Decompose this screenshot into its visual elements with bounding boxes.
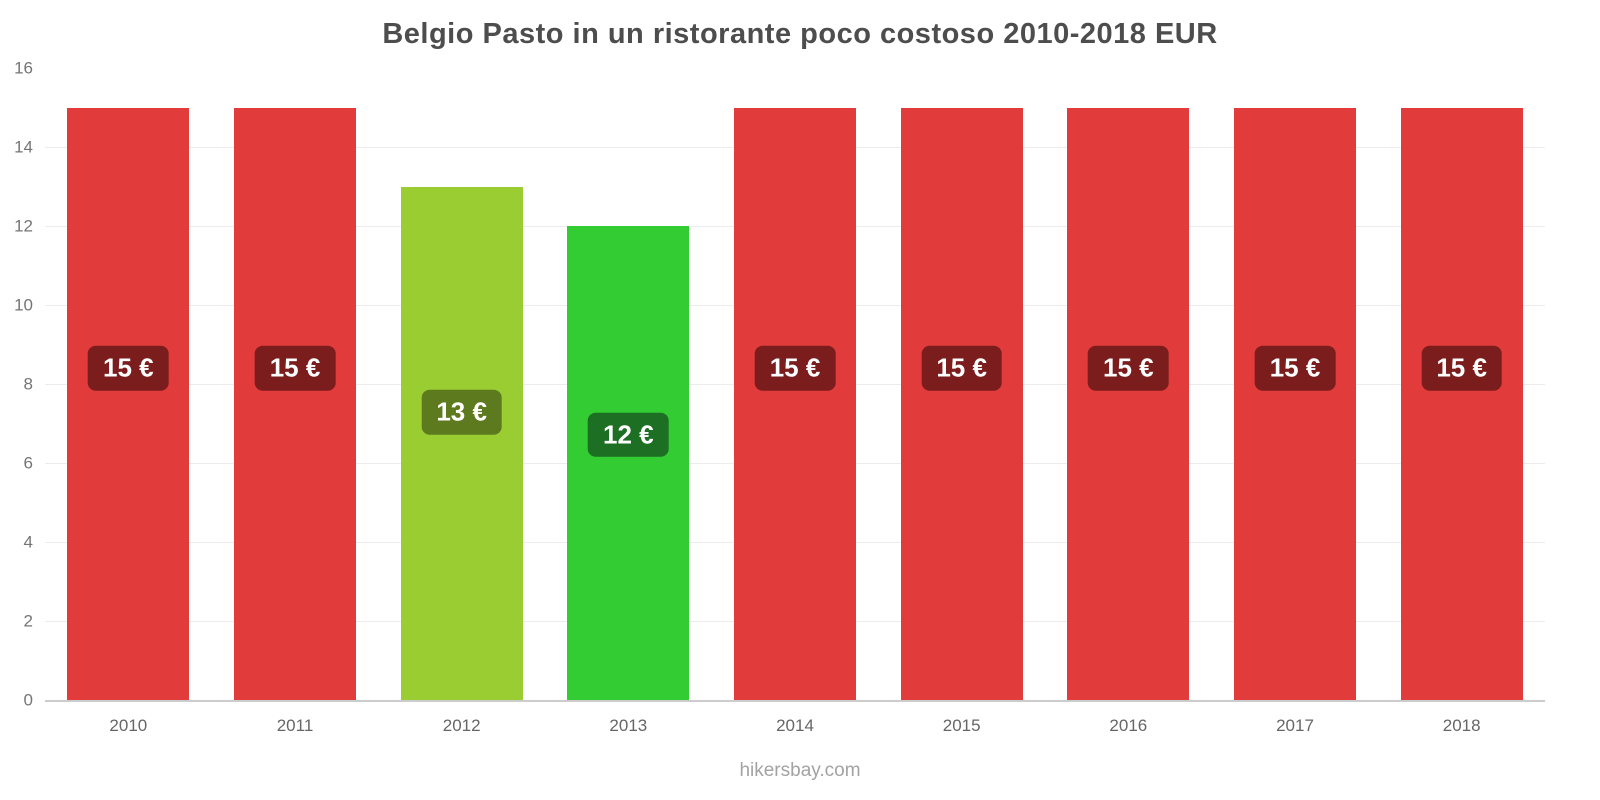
bar-value-label: 15 € [254,345,336,391]
bar-2012: 13 € [400,186,523,700]
bar-value-label: 15 € [1088,345,1169,391]
y-axis-tick-label: 10 [14,295,33,315]
bar-2015: 15 € [900,107,1023,700]
plot-area: 0 2 4 6 8 10 12 14 16 15 € 2010 15 € 2011 13 € 2012 12 … [14,60,1545,735]
x-axis-label: 2013 [609,716,648,735]
bar-2013: 12 € [567,226,690,700]
y-axis-tick-label: 4 [23,532,33,552]
x-axis-label: 2018 [1442,716,1481,735]
x-axis-label: 2012 [442,716,481,735]
x-axis-label: 2014 [776,716,814,735]
chart-title: Belgio Pasto in un ristorante poco costo… [382,18,1218,50]
y-axis-tick-label: 14 [14,137,33,157]
bar-2011: 15 € [234,107,356,700]
bar-value-label: 15 € [754,345,836,391]
bar-value-label: 12 € [588,412,669,457]
bar-value-label: 13 € [421,390,502,435]
x-axis-label: 2010 [109,716,148,735]
x-axis-label: 2011 [276,716,314,735]
bar-value-label: 15 € [1254,345,1336,391]
footer-text: hikersbay.com [739,760,861,781]
y-axis-tick-label: 16 [14,58,33,78]
y-axis-tick-label: 2 [23,611,33,631]
y-axis-tick-label: 6 [23,453,33,473]
bar-value-label: 15 € [921,345,1002,391]
bar-value-label: 15 € [1421,345,1502,391]
bar-2017: 15 € [1234,107,1356,700]
bar-2010: 15 € [67,107,190,700]
bar-2018: 15 € [1400,107,1523,700]
bar-value-label: 15 € [88,345,169,391]
x-axis-label: 2016 [1109,716,1148,735]
y-axis-tick-label: 8 [23,374,33,394]
y-axis-tick-label: 12 [14,216,33,236]
x-axis-label: 2015 [942,716,981,735]
bar-2014: 15 € [734,107,856,700]
x-axis-label: 2017 [1276,716,1314,735]
y-axis-tick-label: 0 [23,690,33,710]
bar-2016: 15 € [1067,107,1190,700]
